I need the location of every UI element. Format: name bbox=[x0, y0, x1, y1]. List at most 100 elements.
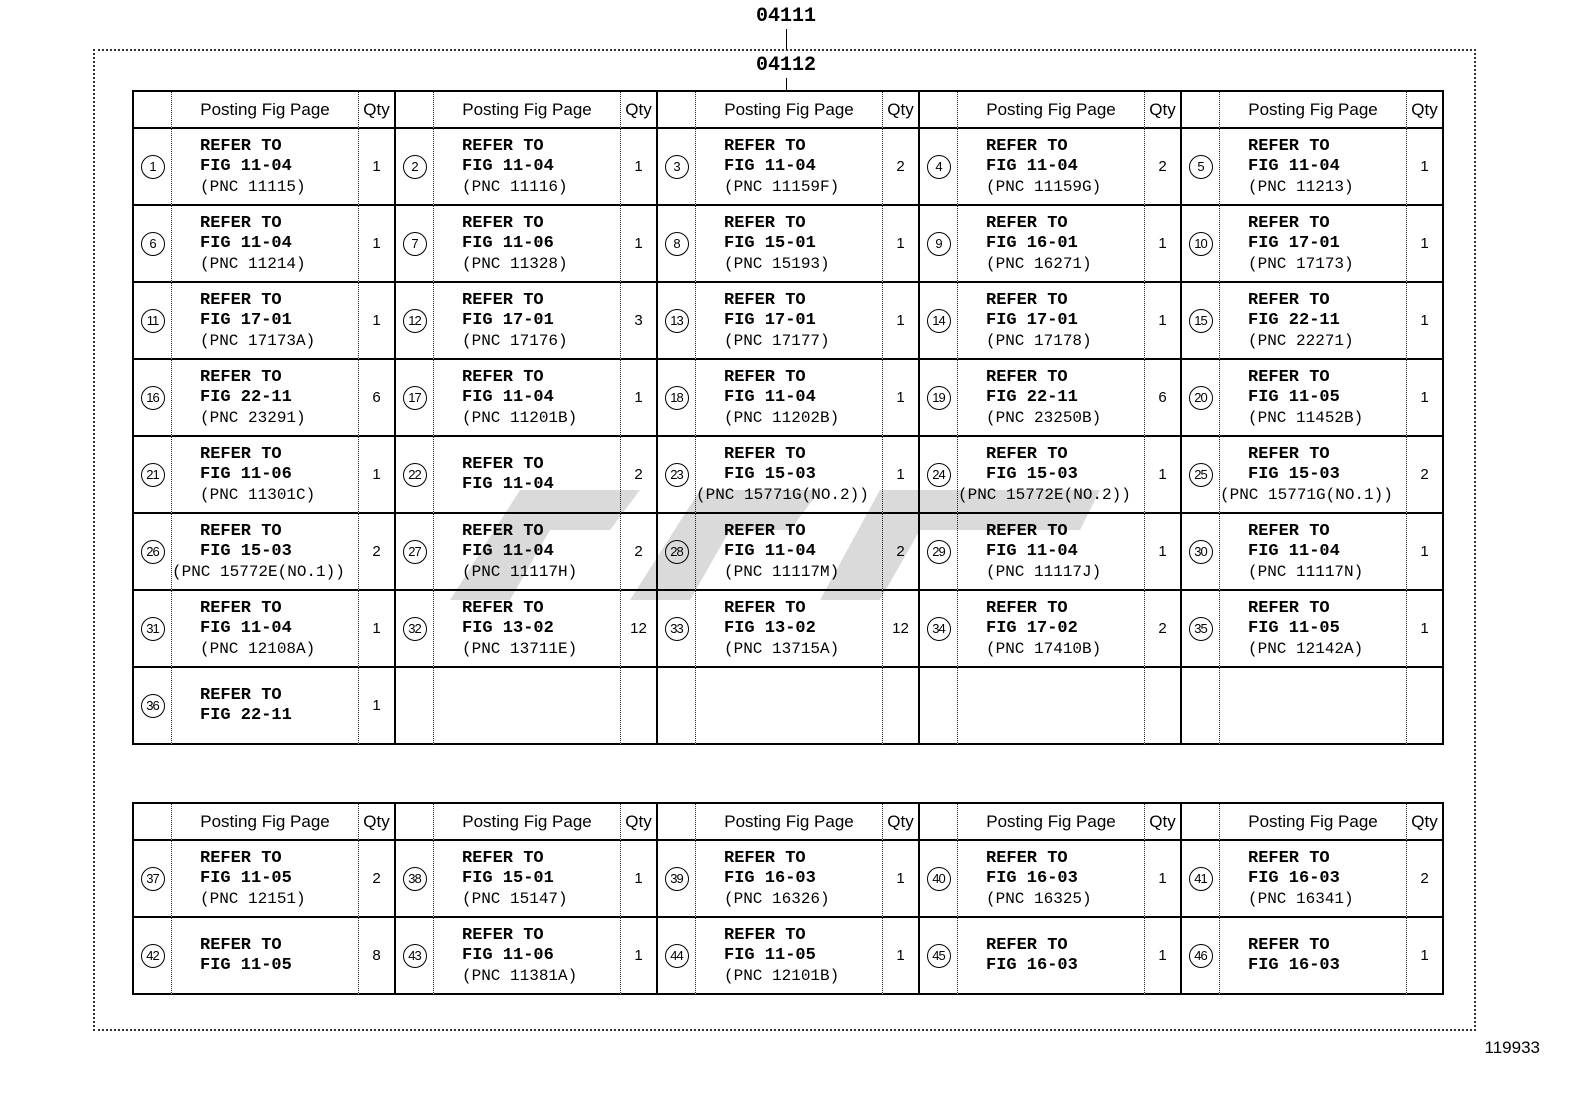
posting-line: FIG 11-04 bbox=[462, 474, 554, 494]
item-number-cell bbox=[920, 668, 958, 745]
item-number-badge: 4 bbox=[926, 154, 951, 179]
posting-line: FIG 11-04 bbox=[200, 618, 292, 638]
header-qty: Qty bbox=[621, 804, 658, 841]
header-qty: Qty bbox=[359, 804, 396, 841]
posting-line: REFER TO bbox=[986, 136, 1068, 156]
qty-cell: 1 bbox=[359, 129, 396, 206]
posting-line: (PNC 15772E(NO.2)) bbox=[958, 485, 1131, 504]
posting-cell: REFER TO FIG 16-03 bbox=[958, 918, 1145, 995]
posting-line: FIG 22-11 bbox=[1248, 310, 1340, 330]
posting-line: FIG 13-02 bbox=[724, 618, 816, 638]
posting-line: REFER TO bbox=[986, 290, 1068, 310]
item-number-badge: 22 bbox=[402, 462, 427, 487]
header-number-cell bbox=[1182, 92, 1220, 129]
posting-line: (PNC 12108A) bbox=[200, 639, 316, 658]
posting-line: (PNC 15147) bbox=[462, 889, 568, 908]
posting-line: REFER TO bbox=[986, 521, 1068, 541]
posting-line: FIG 16-03 bbox=[986, 868, 1078, 888]
posting-line: (PNC 11214) bbox=[200, 254, 306, 273]
posting-line: REFER TO bbox=[200, 521, 282, 541]
item-number-cell: 45 bbox=[920, 918, 958, 995]
qty-cell: 1 bbox=[359, 668, 396, 745]
posting-line: FIG 15-03 bbox=[200, 541, 292, 561]
posting-line: FIG 11-05 bbox=[200, 955, 292, 975]
posting-cell: REFER TO FIG 15-03 (PNC 15772E(NO.1)) bbox=[172, 514, 359, 591]
posting-line: REFER TO bbox=[200, 598, 282, 618]
item-number-cell: 1 bbox=[134, 129, 172, 206]
posting-line: FIG 22-11 bbox=[200, 387, 292, 407]
item-number-badge: 24 bbox=[926, 462, 951, 487]
posting-line: FIG 15-03 bbox=[724, 464, 816, 484]
qty-cell: 1 bbox=[883, 918, 920, 995]
qty-cell: 8 bbox=[359, 918, 396, 995]
posting-cell: REFER TO FIG 16-01 (PNC 16271) bbox=[958, 206, 1145, 283]
qty-cell: 1 bbox=[883, 206, 920, 283]
posting-cell: REFER TO FIG 11-05 (PNC 12151) bbox=[172, 841, 359, 918]
posting-cell: REFER TO FIG 11-05 bbox=[172, 918, 359, 995]
qty-cell: 12 bbox=[883, 591, 920, 668]
qty-cell: 1 bbox=[1145, 918, 1182, 995]
item-number-badge: 10 bbox=[1188, 231, 1213, 256]
item-number-badge: 18 bbox=[664, 385, 689, 410]
qty-cell: 1 bbox=[1407, 591, 1444, 668]
posting-line: FIG 16-03 bbox=[1248, 955, 1340, 975]
item-number-badge: 35 bbox=[1188, 616, 1213, 641]
posting-cell bbox=[1220, 668, 1407, 745]
qty-cell: 2 bbox=[359, 841, 396, 918]
posting-line: (PNC 16341) bbox=[1248, 889, 1354, 908]
posting-line: REFER TO bbox=[462, 136, 544, 156]
header-posting: Posting Fig Page bbox=[696, 92, 883, 129]
qty-cell: 1 bbox=[883, 283, 920, 360]
item-number-badge: 38 bbox=[402, 866, 427, 891]
header-posting: Posting Fig Page bbox=[1220, 804, 1407, 841]
posting-line: (PNC 12142A) bbox=[1248, 639, 1364, 658]
item-number-cell: 28 bbox=[658, 514, 696, 591]
qty-cell bbox=[621, 668, 658, 745]
diagram-frame bbox=[93, 49, 1476, 1031]
posting-cell: REFER TO FIG 11-05 (PNC 12101B) bbox=[696, 918, 883, 995]
posting-line: FIG 11-05 bbox=[200, 868, 292, 888]
item-number-cell: 14 bbox=[920, 283, 958, 360]
qty-cell: 2 bbox=[621, 437, 658, 514]
item-number-badge: 42 bbox=[140, 943, 165, 968]
header-number-cell bbox=[134, 804, 172, 841]
item-number-badge: 19 bbox=[926, 385, 951, 410]
item-number-cell: 4 bbox=[920, 129, 958, 206]
posting-line: (PNC 11328) bbox=[462, 254, 568, 273]
posting-cell: REFER TO FIG 17-01 (PNC 17173A) bbox=[172, 283, 359, 360]
item-number-cell: 13 bbox=[658, 283, 696, 360]
posting-line: REFER TO bbox=[462, 848, 544, 868]
item-number-cell: 35 bbox=[1182, 591, 1220, 668]
item-number-cell: 29 bbox=[920, 514, 958, 591]
qty-cell: 2 bbox=[1145, 591, 1182, 668]
posting-line: (PNC 17177) bbox=[724, 331, 830, 350]
item-number-badge: 1 bbox=[140, 154, 165, 179]
qty-cell: 1 bbox=[883, 437, 920, 514]
posting-line: FIG 11-04 bbox=[724, 387, 816, 407]
item-number-cell: 33 bbox=[658, 591, 696, 668]
posting-line: (PNC 17173A) bbox=[200, 331, 316, 350]
posting-cell: REFER TO FIG 17-01 (PNC 17173) bbox=[1220, 206, 1407, 283]
posting-line: FIG 16-03 bbox=[986, 955, 1078, 975]
item-number-cell bbox=[658, 668, 696, 745]
posting-line: REFER TO bbox=[462, 367, 544, 387]
top-reference-label: 04111 bbox=[755, 5, 817, 28]
item-number-badge: 41 bbox=[1188, 866, 1213, 891]
posting-line: FIG 17-01 bbox=[724, 310, 816, 330]
posting-line: REFER TO bbox=[1248, 136, 1330, 156]
qty-cell: 2 bbox=[359, 514, 396, 591]
item-number-badge: 13 bbox=[664, 308, 689, 333]
posting-line: (PNC 11213) bbox=[1248, 177, 1354, 196]
posting-table-upper: Posting Fig Page Qty Posting Fig Page Qty Po… bbox=[132, 90, 1444, 745]
item-number-cell: 9 bbox=[920, 206, 958, 283]
qty-cell: 1 bbox=[1407, 360, 1444, 437]
qty-cell: 1 bbox=[621, 360, 658, 437]
posting-line: REFER TO bbox=[724, 367, 806, 387]
posting-cell: REFER TO FIG 15-03 (PNC 15771G(NO.2)) bbox=[696, 437, 883, 514]
item-number-badge: 33 bbox=[664, 616, 689, 641]
item-number-cell: 34 bbox=[920, 591, 958, 668]
posting-cell: REFER TO FIG 17-02 (PNC 17410B) bbox=[958, 591, 1145, 668]
qty-cell bbox=[883, 668, 920, 745]
item-number-cell: 30 bbox=[1182, 514, 1220, 591]
posting-line: FIG 11-06 bbox=[200, 464, 292, 484]
